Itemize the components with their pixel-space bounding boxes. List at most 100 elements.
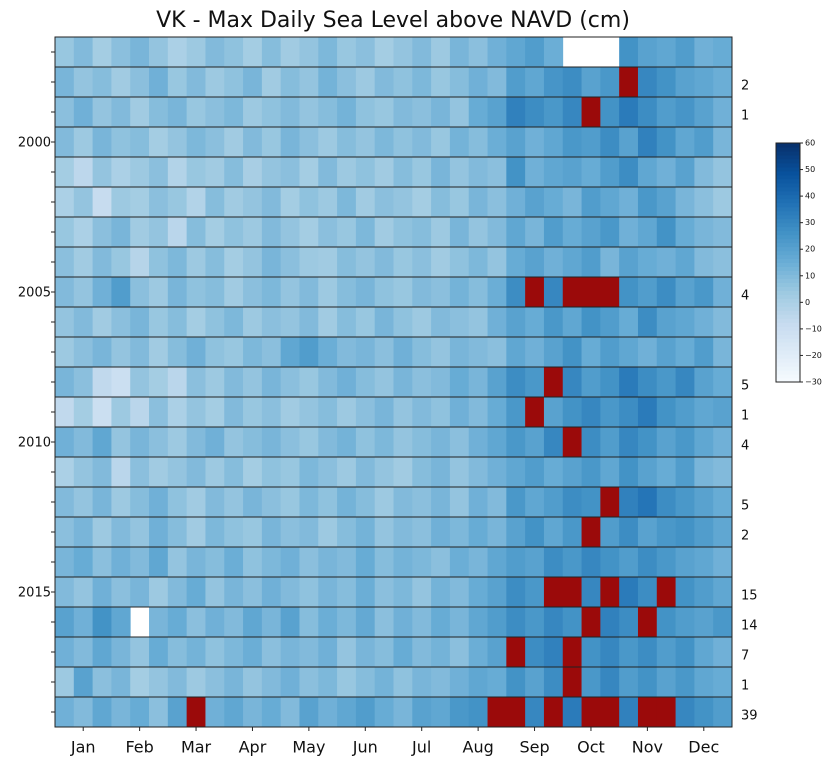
heat-cell	[412, 397, 432, 427]
heat-cell	[675, 547, 695, 577]
heat-cell	[111, 307, 131, 337]
heat-cell	[55, 247, 75, 277]
heat-cell	[280, 127, 300, 157]
heat-cell	[449, 277, 470, 307]
heat-cell	[92, 367, 112, 397]
heat-cell	[280, 337, 300, 367]
heat-cell	[431, 397, 451, 427]
colorbar-segment	[776, 342, 800, 347]
heat-cell	[581, 667, 601, 697]
heat-cell	[73, 367, 94, 397]
heat-cell	[73, 187, 94, 217]
heat-cell	[261, 67, 282, 97]
heat-cell	[55, 67, 75, 97]
heat-cell	[130, 337, 150, 367]
heat-cell	[337, 427, 357, 457]
heat-cell	[431, 667, 451, 697]
heat-cell	[543, 37, 564, 67]
heat-cell	[543, 157, 564, 187]
colorbar-segment	[776, 210, 800, 216]
heat-cell	[92, 577, 112, 607]
heat-cell	[619, 127, 639, 157]
heat-cell	[713, 517, 733, 547]
heat-cell	[487, 97, 507, 127]
heat-cell	[487, 577, 507, 607]
heat-cell	[525, 637, 545, 667]
heat-cell	[562, 577, 582, 607]
colorbar-segment	[776, 270, 800, 275]
heat-cell	[205, 397, 225, 427]
heat-cell	[581, 157, 601, 187]
heat-cell	[55, 667, 75, 697]
heat-cell	[637, 37, 658, 67]
heat-cell	[412, 337, 432, 367]
heat-cell	[543, 337, 564, 367]
heat-cell	[111, 637, 131, 667]
heat-cell	[92, 547, 112, 577]
heat-cell	[111, 277, 131, 307]
heat-cell	[468, 37, 488, 67]
heat-cell	[92, 337, 112, 367]
heat-cell	[675, 457, 695, 487]
heat-cell	[412, 427, 432, 457]
heat-cell	[694, 667, 714, 697]
heat-cell	[393, 487, 413, 517]
heat-cell	[243, 97, 263, 127]
heat-cell	[713, 127, 733, 157]
colorbar-segment	[776, 154, 800, 160]
heat-cell	[374, 577, 394, 607]
heat-cell	[243, 37, 263, 67]
heat-cell	[261, 427, 282, 457]
colorbar-segment	[776, 143, 800, 148]
heat-cell	[694, 697, 714, 727]
heat-cell	[656, 577, 676, 607]
heat-cell	[149, 97, 169, 127]
heat-cell	[73, 457, 94, 487]
heat-cell	[149, 577, 169, 607]
heat-cell	[261, 457, 282, 487]
heat-cell	[92, 397, 112, 427]
heat-cell	[600, 667, 620, 697]
heat-cell	[543, 667, 564, 697]
heat-cell	[468, 97, 488, 127]
heat-cell	[337, 547, 357, 577]
heat-cell	[506, 637, 526, 667]
heat-cell	[619, 457, 639, 487]
heat-cell	[656, 97, 676, 127]
heat-cell	[337, 397, 357, 427]
heat-cell	[167, 457, 188, 487]
heat-cell	[318, 547, 338, 577]
heat-cell	[92, 247, 112, 277]
heat-cell	[506, 277, 526, 307]
colorbar-segment	[776, 302, 800, 307]
heat-cell	[637, 487, 658, 517]
heat-cell	[280, 397, 300, 427]
heat-cell	[205, 337, 225, 367]
heat-cell	[299, 517, 319, 547]
colorbar-segment	[776, 282, 800, 287]
heat-cell	[337, 217, 357, 247]
heat-cell	[111, 127, 131, 157]
heat-cell	[713, 697, 733, 727]
heat-cell	[243, 457, 263, 487]
heat-cell	[205, 637, 225, 667]
heat-cell	[543, 487, 564, 517]
heat-cell	[149, 397, 169, 427]
heat-cell	[468, 547, 488, 577]
heat-cell	[130, 127, 150, 157]
heat-cell	[637, 667, 658, 697]
heat-cell	[562, 247, 582, 277]
heat-cell	[581, 577, 601, 607]
heat-cell	[656, 247, 676, 277]
heat-cell	[506, 307, 526, 337]
heat-cell	[637, 127, 658, 157]
heat-cell	[205, 667, 225, 697]
y-tick-label: 2005	[18, 286, 51, 301]
heat-cell	[449, 517, 470, 547]
heat-cell	[637, 67, 658, 97]
heat-cell	[73, 637, 94, 667]
heat-cell	[431, 457, 451, 487]
heat-cell	[412, 607, 432, 637]
heat-cell	[224, 247, 244, 277]
heat-cell	[55, 457, 75, 487]
